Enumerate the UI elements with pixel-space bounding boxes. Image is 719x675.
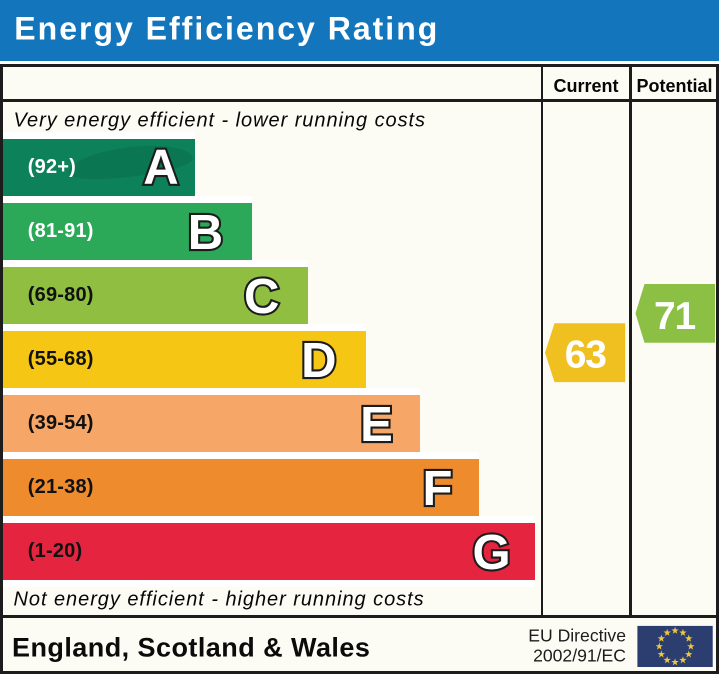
svg-text:(92+): (92+) xyxy=(28,156,76,178)
svg-text:E: E xyxy=(360,398,393,452)
svg-text:B: B xyxy=(188,206,223,260)
svg-text:(81-91): (81-91) xyxy=(28,220,94,242)
svg-text:71: 71 xyxy=(654,295,695,338)
svg-text:F: F xyxy=(423,462,453,516)
svg-text:Not energy efficient - higher: Not energy efficient - higher running co… xyxy=(14,589,425,611)
svg-text:G: G xyxy=(473,526,511,580)
svg-text:England, Scotland & Wales: England, Scotland & Wales xyxy=(12,633,370,663)
svg-text:Potential: Potential xyxy=(636,76,712,96)
svg-text:Current: Current xyxy=(553,76,618,96)
svg-text:(21-38): (21-38) xyxy=(28,476,94,498)
svg-text:63: 63 xyxy=(565,333,606,376)
svg-text:(39-54): (39-54) xyxy=(28,412,94,434)
svg-text:Very energy efficient - lower: Very energy efficient - lower running co… xyxy=(14,109,427,131)
svg-text:C: C xyxy=(244,270,279,324)
svg-text:(55-68): (55-68) xyxy=(28,348,94,370)
svg-text:Energy Efficiency Rating: Energy Efficiency Rating xyxy=(14,10,439,46)
svg-text:(69-80): (69-80) xyxy=(28,284,94,306)
svg-text:(1-20): (1-20) xyxy=(28,540,83,562)
svg-text:EU Directive: EU Directive xyxy=(528,626,626,646)
svg-text:2002/91/EC: 2002/91/EC xyxy=(533,646,626,666)
svg-text:A: A xyxy=(143,141,178,195)
svg-text:D: D xyxy=(301,334,336,388)
